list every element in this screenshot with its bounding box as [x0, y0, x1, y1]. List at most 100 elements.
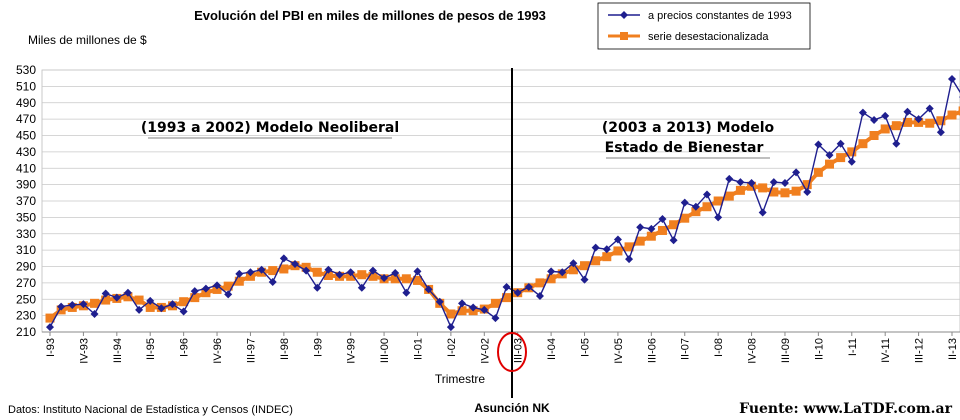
point-desestacionalizada	[780, 188, 790, 198]
point-desestacionalizada	[101, 295, 111, 305]
point-desestacionalizada	[535, 278, 545, 288]
point-constantes	[90, 309, 99, 318]
point-constantes	[602, 245, 611, 254]
point-desestacionalizada	[123, 292, 133, 302]
point-desestacionalizada	[758, 183, 768, 193]
annotation-bienestar-line1: (2003 a 2013) Modelo	[602, 120, 775, 136]
point-desestacionalizada	[390, 274, 400, 284]
point-constantes	[68, 300, 77, 309]
point-constantes	[424, 285, 433, 294]
point-desestacionalizada	[813, 167, 823, 177]
point-constantes	[948, 75, 956, 84]
point-desestacionalizada	[713, 196, 723, 206]
x-tick-label: IV-99	[346, 338, 358, 364]
point-constantes	[458, 299, 467, 308]
point-constantes	[925, 104, 934, 113]
point-constantes	[636, 223, 645, 232]
point-constantes	[146, 296, 155, 305]
point-desestacionalizada	[401, 274, 411, 284]
point-constantes	[502, 282, 511, 291]
point-desestacionalizada	[702, 202, 712, 212]
point-constantes	[190, 287, 199, 296]
point-constantes	[936, 128, 945, 137]
series-constantes-line	[49, 77, 960, 329]
point-constantes	[268, 278, 277, 287]
y-axis-title: Miles de millones de $	[28, 33, 147, 47]
point-desestacionalizada	[323, 271, 333, 281]
point-desestacionalizada	[457, 306, 467, 316]
point-constantes	[747, 178, 756, 187]
point-constantes	[123, 288, 132, 297]
annotation-bienestar-line2: Estado de Bienestar	[605, 140, 764, 156]
point-constantes	[324, 265, 333, 274]
point-constantes	[558, 268, 567, 277]
x-tick-label: I-02	[446, 338, 458, 357]
point-desestacionalizada	[312, 267, 322, 277]
point-constantes	[858, 108, 867, 117]
point-desestacionalizada	[568, 265, 578, 275]
point-constantes	[179, 307, 188, 316]
point-desestacionalizada	[825, 159, 835, 169]
x-tick-label: III-06	[646, 338, 658, 363]
point-constantes	[580, 275, 589, 284]
legend-box	[597, 2, 811, 50]
point-constantes	[435, 297, 444, 306]
point-constantes	[135, 305, 144, 314]
y-axis: 210 230 250 270 290 310 330 350 370 390 410 430 450 4…	[16, 63, 36, 339]
point-constantes	[524, 282, 533, 291]
legend-label-seasonal: serie desestacionalizada	[648, 31, 769, 43]
annotation-neoliberal: (1993 a 2002) Modelo Neoliberal	[141, 120, 399, 136]
point-constantes	[313, 283, 322, 292]
point-desestacionalizada	[635, 236, 645, 246]
point-desestacionalizada	[212, 284, 222, 294]
point-constantes	[391, 269, 400, 278]
point-constantes	[302, 266, 311, 275]
point-desestacionalizada	[134, 295, 144, 305]
y-tick-label: 230	[16, 309, 36, 323]
x-tick-label: III-12	[914, 338, 926, 363]
legend: a precios constantes de 1993 serie deses…	[597, 2, 811, 50]
point-constantes	[57, 302, 66, 311]
point-desestacionalizada	[858, 139, 868, 149]
point-constantes	[201, 284, 210, 293]
point-desestacionalizada	[891, 121, 901, 131]
y-tick-label: 430	[16, 145, 36, 159]
y-tick-label: 310	[16, 243, 36, 257]
point-desestacionalizada	[245, 271, 255, 281]
point-constantes	[613, 235, 622, 244]
series-layer	[45, 75, 960, 332]
point-constantes	[535, 291, 544, 300]
point-constantes	[469, 303, 478, 312]
point-constantes	[814, 140, 823, 149]
x-tick-label: I-96	[179, 338, 191, 357]
point-desestacionalizada	[691, 207, 701, 217]
x-tick-label: I-11	[847, 338, 859, 356]
x-tick-label: III-03	[513, 338, 525, 363]
y-tick-label: 410	[16, 161, 36, 175]
x-tick-label: III-94	[112, 338, 124, 363]
y-tick-label: 270	[16, 276, 36, 290]
point-desestacionalizada	[902, 117, 912, 127]
point-constantes	[335, 270, 344, 279]
x-tick-label: III-97	[245, 338, 257, 363]
fuente-credit: Fuente: www.LaTDF.com.ar	[739, 401, 952, 417]
point-desestacionalizada	[412, 275, 422, 285]
point-constantes	[703, 190, 712, 199]
point-constantes	[758, 208, 767, 217]
point-constantes	[101, 289, 110, 298]
x-tick-label: IV-93	[78, 338, 90, 364]
point-constantes	[547, 267, 556, 276]
grid	[42, 69, 960, 333]
point-desestacionalizada	[268, 266, 278, 276]
point-desestacionalizada	[190, 293, 200, 303]
point-desestacionalizada	[802, 180, 812, 190]
point-desestacionalizada	[591, 256, 601, 266]
point-desestacionalizada	[624, 242, 634, 252]
point-constantes	[658, 215, 667, 224]
point-constantes	[235, 269, 244, 278]
point-constantes	[224, 290, 233, 299]
x-tick-label: IV-08	[747, 338, 759, 364]
legend-marker-constant	[620, 11, 628, 19]
x-tick-label: I-99	[312, 338, 324, 357]
point-desestacionalizada	[179, 297, 189, 307]
